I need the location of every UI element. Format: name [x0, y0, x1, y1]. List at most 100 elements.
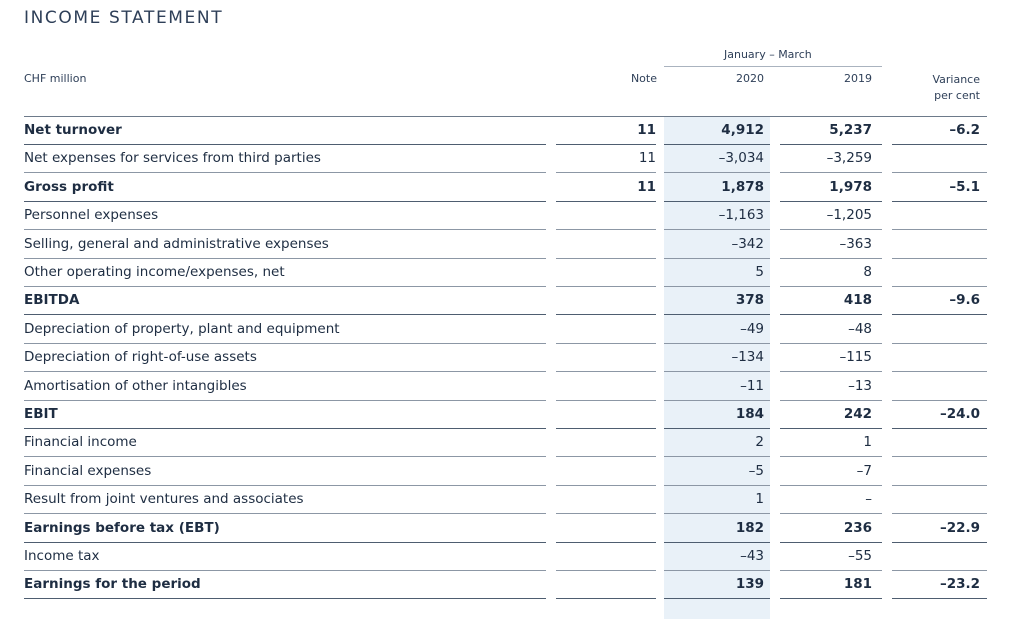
row-divider — [664, 570, 770, 571]
row-divider — [664, 144, 770, 145]
value-2020-cell: 184 — [735, 406, 764, 422]
row-divider — [556, 371, 656, 373]
row-divider — [892, 144, 987, 145]
table-row: Amortisation of other intangibles –11 –13 — [0, 373, 1017, 401]
value-2020-cell: 4,912 — [721, 122, 764, 138]
value-2020-cell: 1 — [755, 491, 764, 508]
row-label: Personnel expenses — [24, 207, 159, 224]
row-divider — [664, 399, 770, 401]
row-divider — [892, 371, 987, 373]
row-divider — [556, 456, 656, 458]
row-divider — [664, 541, 770, 543]
row-divider — [664, 371, 770, 373]
value-2019-cell: 242 — [843, 406, 872, 422]
row-divider — [892, 399, 987, 401]
note-cell: 11 — [637, 122, 656, 138]
row-divider — [556, 144, 656, 145]
table-row: Personnel expenses –1,163 –1,205 — [0, 202, 1017, 231]
table-row: Earnings before tax (EBT) 182 236 –22.9 — [0, 515, 1017, 543]
table-row: Depreciation of right-of-use assets –134 –… — [0, 344, 1017, 373]
value-2019-cell: 236 — [843, 519, 872, 536]
table-row: Other operating income/expenses, net 5 8 — [0, 259, 1017, 287]
row-divider — [780, 399, 882, 401]
row-divider — [24, 342, 546, 344]
value-2020-cell: 1,878 — [721, 178, 764, 195]
row-divider — [24, 200, 546, 202]
row-label: Net expenses for services from third par… — [24, 150, 321, 167]
row-divider — [892, 257, 987, 259]
row-divider — [664, 200, 770, 202]
value-2020-cell: 139 — [735, 576, 764, 593]
value-2019-cell: 5,237 — [829, 122, 872, 138]
current-year-highlight — [664, 117, 770, 619]
row-divider — [664, 428, 770, 429]
row-divider — [892, 229, 987, 231]
variance-cell: –9.6 — [949, 292, 980, 309]
note-cell: 11 — [637, 178, 656, 195]
row-divider — [556, 541, 656, 543]
row-divider — [556, 257, 656, 259]
row-label: Earnings before tax (EBT) — [24, 519, 220, 536]
value-2019-cell: 1,978 — [829, 178, 872, 195]
value-2020-cell: –342 — [731, 235, 764, 252]
row-divider — [780, 257, 882, 259]
row-label: Earnings for the period — [24, 576, 201, 593]
row-divider — [24, 371, 546, 373]
row-label: Financial expenses — [24, 462, 152, 479]
row-divider — [664, 598, 770, 600]
row-divider — [892, 200, 987, 202]
row-divider — [780, 144, 882, 145]
value-2019-cell: –7 — [856, 462, 872, 479]
table-row: Earnings for the period 139 181 –23.2 — [0, 571, 1017, 600]
value-2019-cell: –363 — [839, 235, 872, 252]
row-divider — [24, 456, 546, 458]
currency-header: CHF million — [24, 72, 87, 85]
row-divider — [892, 484, 987, 486]
table-row: Financial income 2 1 — [0, 429, 1017, 458]
variance-header: Variance per cent — [900, 72, 980, 104]
row-divider — [556, 484, 656, 486]
row-divider — [24, 172, 546, 174]
row-divider — [780, 172, 882, 174]
value-2020-cell: 182 — [735, 519, 764, 536]
row-divider — [556, 200, 656, 202]
row-divider — [780, 342, 882, 344]
value-2020-cell: –134 — [731, 349, 764, 366]
row-divider — [556, 172, 656, 174]
year-2020-header: 2020 — [736, 72, 764, 85]
variance-cell: –24.0 — [939, 406, 980, 422]
value-2020-cell: –49 — [740, 320, 764, 337]
value-2019-cell: –55 — [848, 548, 872, 564]
table-row: Result from joint ventures and associate… — [0, 486, 1017, 515]
value-2020-cell: 2 — [755, 434, 764, 451]
value-2020-cell: –43 — [740, 548, 764, 564]
value-2020-cell: 378 — [735, 292, 764, 309]
row-divider — [664, 513, 770, 515]
row-divider — [664, 257, 770, 259]
row-label: Selling, general and administrative expe… — [24, 235, 329, 252]
value-2019-cell: 181 — [843, 576, 872, 593]
value-2020-cell: –11 — [740, 377, 764, 394]
row-divider — [780, 598, 882, 600]
note-cell: 11 — [638, 150, 656, 167]
row-divider — [24, 513, 546, 515]
row-divider — [556, 570, 656, 571]
row-divider — [24, 399, 546, 401]
value-2020-cell: –3,034 — [718, 150, 764, 167]
row-divider — [780, 200, 882, 202]
value-2020-cell: 5 — [755, 264, 764, 280]
row-divider — [780, 229, 882, 231]
row-label: EBITDA — [24, 292, 80, 309]
row-divider — [780, 456, 882, 458]
row-divider — [556, 314, 656, 316]
row-label: Net turnover — [24, 122, 122, 138]
row-divider — [24, 598, 546, 600]
row-divider — [664, 484, 770, 486]
row-divider — [892, 598, 987, 600]
page-title: INCOME STATEMENT — [24, 8, 224, 28]
row-divider — [664, 172, 770, 174]
row-divider — [24, 484, 546, 486]
row-label: Depreciation of property, plant and equi… — [24, 320, 340, 337]
row-divider — [892, 428, 987, 429]
variance-cell: –6.2 — [949, 122, 980, 138]
